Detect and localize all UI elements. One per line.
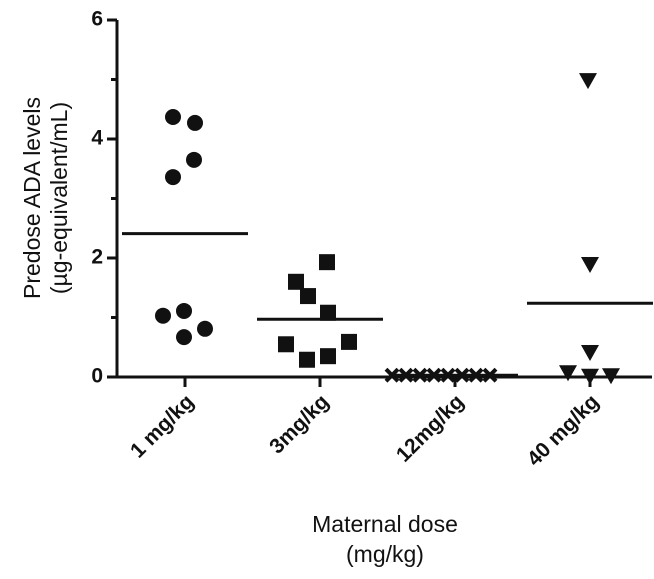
point: [186, 151, 202, 168]
x-title-line: Maternal dose: [312, 511, 458, 537]
point: [300, 288, 316, 305]
point: [155, 307, 171, 324]
point: [176, 302, 192, 319]
point: [559, 365, 577, 382]
y-tick-label: 4: [91, 127, 103, 150]
y-title-line: (µg-equivalent/mL): [46, 102, 72, 294]
y-tick-label: 0: [91, 365, 103, 388]
point: [319, 254, 335, 271]
point: [187, 114, 203, 131]
x-tick-label: 40 mg/kg: [523, 390, 604, 471]
point: [581, 256, 599, 273]
point: [320, 348, 336, 365]
point: [341, 333, 357, 350]
x-tick-label: 12mg/kg: [392, 390, 469, 467]
x-title-line: (mg/kg): [346, 541, 424, 567]
x-tick-label: 1 mg/kg: [126, 390, 198, 462]
point: [197, 320, 213, 337]
point: [579, 73, 597, 90]
point: [165, 108, 181, 125]
point: [288, 273, 304, 290]
point: [165, 169, 181, 186]
y-tick-label: 6: [91, 8, 103, 31]
point: [320, 304, 336, 321]
x-tick-label: 3mg/kg: [265, 390, 333, 458]
point: [278, 336, 294, 353]
y-axis-title: Predose ADA levels (µg-equivalent/mL): [19, 97, 72, 299]
point: [602, 368, 620, 385]
y-tick-label: 2: [91, 246, 103, 269]
y-title-line: Predose ADA levels: [19, 97, 45, 299]
point: [176, 329, 192, 346]
point: [581, 345, 599, 362]
point: [581, 368, 599, 385]
point: [299, 351, 315, 368]
